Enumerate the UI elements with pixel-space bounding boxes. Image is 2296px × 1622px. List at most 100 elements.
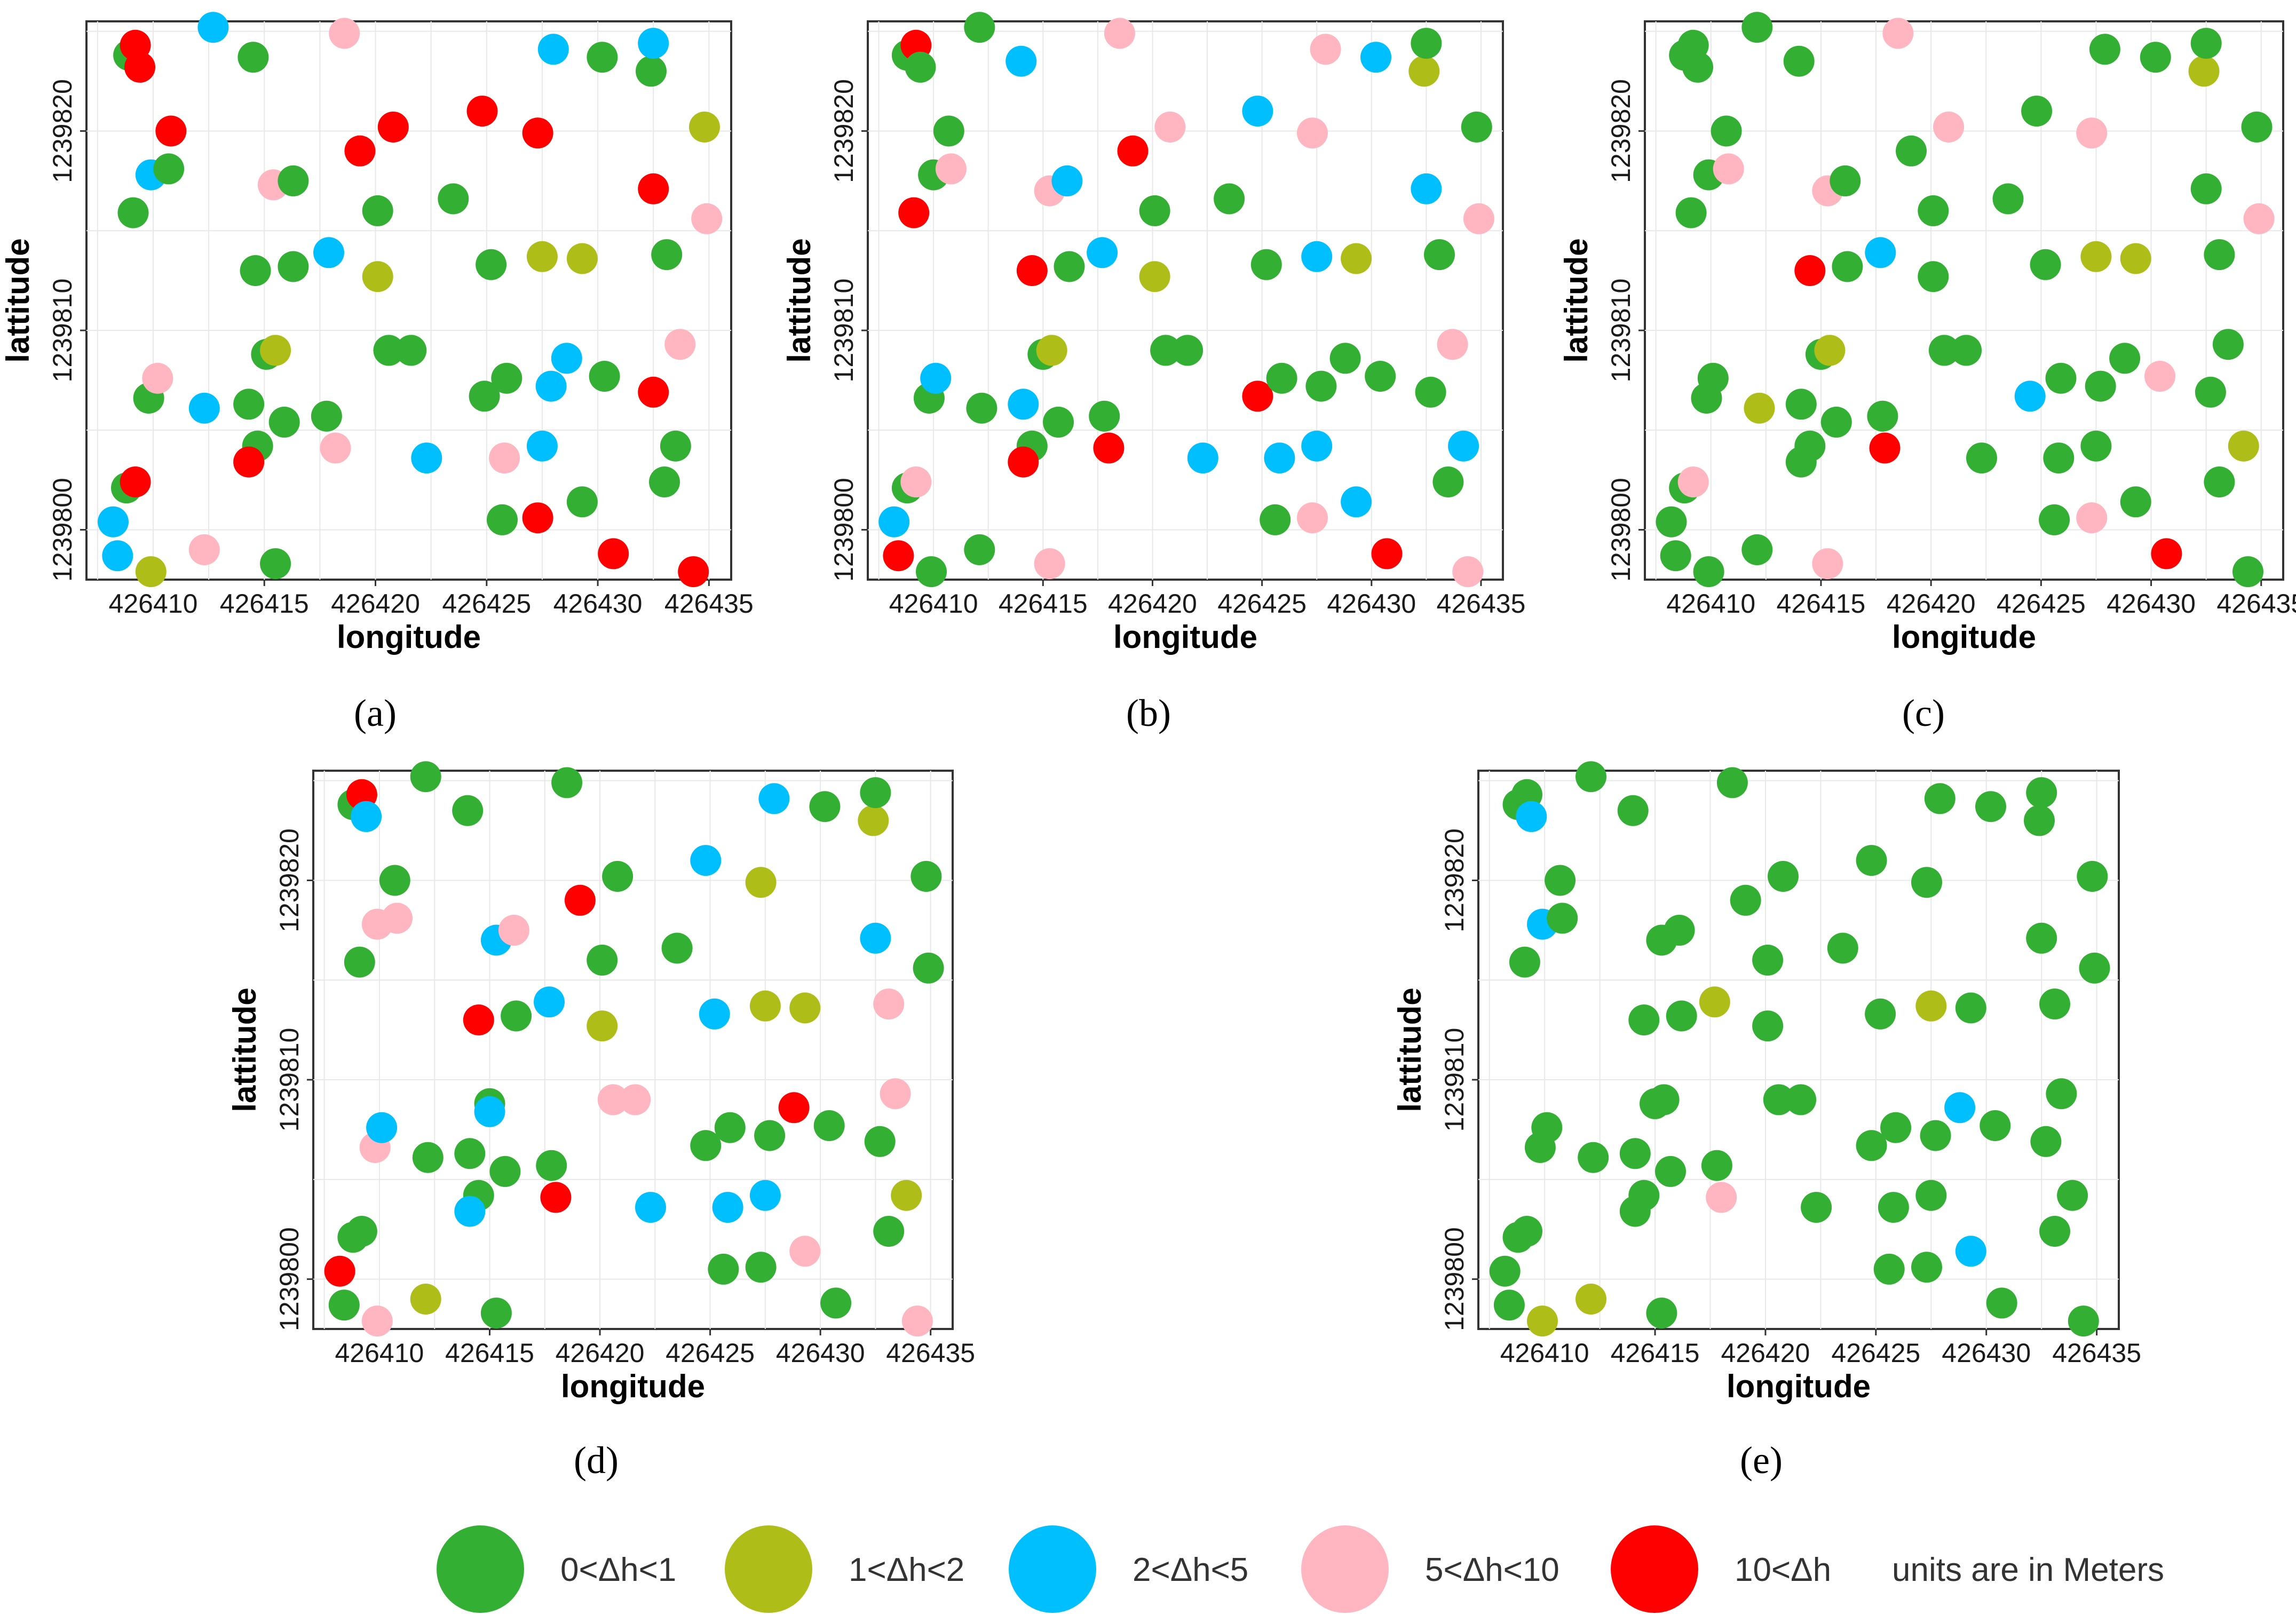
data-point bbox=[2014, 381, 2046, 412]
legend-label-3: 5<Δh<10 bbox=[1425, 1552, 1559, 1588]
data-point bbox=[1575, 761, 1606, 793]
data-point bbox=[873, 1216, 905, 1247]
data-point bbox=[351, 801, 382, 832]
data-point bbox=[1915, 990, 1947, 1022]
data-point bbox=[1260, 504, 1291, 535]
y-tick-label: 1239800 bbox=[1606, 478, 1636, 582]
x-tick-label: 426435 bbox=[1437, 589, 1526, 619]
data-point bbox=[278, 251, 309, 282]
x-tick-label: 426425 bbox=[666, 1338, 755, 1368]
data-point bbox=[1408, 56, 1440, 87]
x-tick-label: 426415 bbox=[999, 589, 1088, 619]
y-tick-label: 1239820 bbox=[47, 79, 77, 183]
data-point bbox=[313, 237, 344, 268]
data-point bbox=[1752, 1010, 1784, 1042]
data-point bbox=[1706, 1182, 1737, 1213]
x-axis-title: longitude bbox=[1727, 1368, 1871, 1404]
data-point bbox=[324, 1255, 355, 1287]
data-point bbox=[2039, 988, 2070, 1020]
data-point bbox=[366, 1112, 398, 1143]
panel-caption: (e) bbox=[1740, 1439, 1783, 1482]
data-point bbox=[1104, 18, 1135, 49]
data-point bbox=[712, 1192, 743, 1223]
data-point bbox=[155, 115, 187, 147]
data-point bbox=[1980, 1110, 2011, 1141]
x-tick-label: 426420 bbox=[1108, 589, 1197, 619]
plot-area bbox=[85, 20, 732, 581]
data-point bbox=[2021, 96, 2053, 127]
data-point bbox=[278, 165, 309, 196]
data-point bbox=[382, 903, 413, 934]
legend-swatch-2 bbox=[1009, 1525, 1096, 1613]
data-point bbox=[377, 112, 409, 143]
data-point bbox=[2046, 1078, 2077, 1110]
data-point bbox=[1527, 1305, 1558, 1337]
panel-caption: (b) bbox=[1126, 692, 1171, 734]
x-axis-title: longitude bbox=[561, 1368, 705, 1404]
data-point bbox=[135, 556, 167, 588]
data-point bbox=[813, 1110, 845, 1141]
data-point bbox=[1785, 1084, 1817, 1115]
panels-group: 426410 426415 426420 426425 426430 426435 1239… bbox=[0, 12, 2296, 1482]
legend: 0<Δh<1 1<Δh<2 2<Δh<5 5<Δh<10 10<Δh units… bbox=[437, 1525, 2164, 1613]
data-point bbox=[1016, 255, 1048, 286]
y-tick-label: 1239810 bbox=[47, 279, 77, 383]
data-point bbox=[1619, 1196, 1651, 1227]
data-point bbox=[1820, 406, 1852, 438]
data-point bbox=[566, 486, 598, 518]
data-point bbox=[551, 767, 583, 798]
data-point bbox=[1371, 538, 1403, 569]
data-point bbox=[690, 1130, 722, 1161]
data-point bbox=[1814, 335, 1846, 366]
data-point bbox=[860, 777, 891, 809]
data-point bbox=[344, 135, 376, 167]
plot-area bbox=[867, 20, 1504, 581]
data-point bbox=[587, 42, 618, 73]
data-point bbox=[1856, 1130, 1887, 1161]
data-point bbox=[1087, 237, 1118, 268]
data-point bbox=[1763, 1084, 1794, 1115]
data-point bbox=[1054, 251, 1085, 282]
data-point bbox=[1865, 237, 1896, 268]
data-point bbox=[1547, 903, 1578, 934]
panel-a: 426410 426415 426420 426425 426430 426435 1239… bbox=[0, 12, 754, 734]
y-tick-label: 1239800 bbox=[47, 478, 77, 582]
data-point bbox=[1531, 1112, 1563, 1143]
data-point bbox=[587, 1010, 618, 1042]
data-point bbox=[778, 1092, 810, 1123]
data-point bbox=[124, 51, 155, 83]
data-point bbox=[1768, 861, 1799, 892]
data-point bbox=[916, 556, 947, 588]
data-point bbox=[754, 1120, 786, 1151]
data-point bbox=[1424, 239, 1455, 271]
data-point bbox=[1297, 117, 1328, 149]
data-point bbox=[1448, 430, 1479, 462]
data-point bbox=[498, 914, 529, 946]
data-point bbox=[1656, 506, 1687, 537]
data-point bbox=[98, 506, 129, 537]
data-point bbox=[2089, 34, 2120, 65]
data-point bbox=[329, 18, 360, 49]
data-point bbox=[1785, 389, 1817, 420]
y-tick-label: 1239800 bbox=[274, 1227, 304, 1331]
y-tick-label: 1239820 bbox=[1606, 79, 1636, 183]
data-point bbox=[1545, 865, 1576, 896]
data-point bbox=[1301, 241, 1333, 272]
x-tick-label: 426415 bbox=[1777, 589, 1866, 619]
data-point bbox=[102, 540, 133, 572]
data-point bbox=[2204, 466, 2235, 497]
data-point bbox=[1619, 1138, 1651, 1169]
data-point bbox=[320, 432, 351, 464]
data-point bbox=[1628, 1004, 1660, 1035]
data-point bbox=[1150, 335, 1182, 366]
x-tick-label: 426430 bbox=[1942, 1338, 2031, 1368]
data-point bbox=[526, 430, 558, 462]
data-point bbox=[2120, 243, 2151, 274]
x-tick-label: 426410 bbox=[889, 589, 978, 619]
legend-label-0: 0<Δh<1 bbox=[560, 1552, 676, 1588]
data-point bbox=[1664, 914, 1695, 946]
data-point bbox=[438, 183, 469, 215]
y-axis-title: lattitude bbox=[0, 238, 36, 362]
